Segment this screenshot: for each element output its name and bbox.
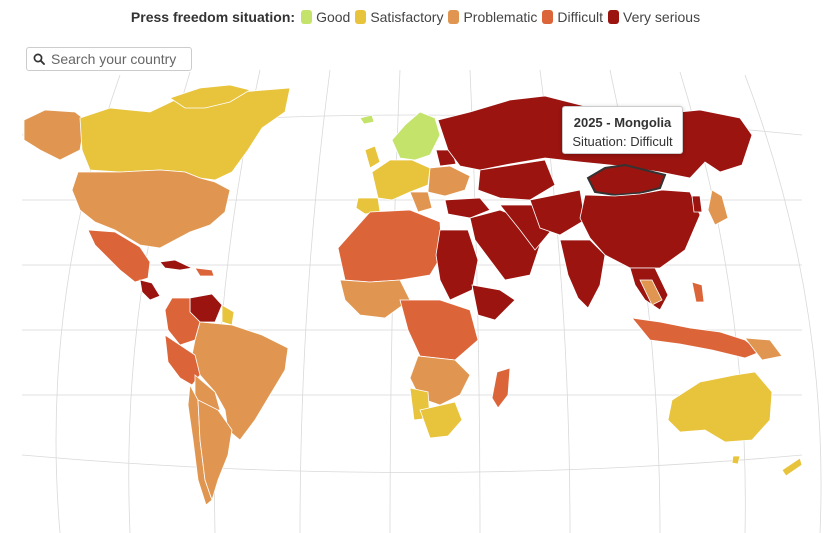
africa [337,209,516,439]
country-north-africa[interactable] [337,209,443,283]
legend-label-very-serious: Very serious [623,9,701,25]
legend-item-very-serious[interactable]: Very serious [608,9,700,25]
tooltip-situation: Situation: Difficult [572,134,673,149]
country-papua[interactable] [744,337,783,361]
country-central-africa[interactable] [399,299,479,361]
country-west-africa[interactable] [339,279,411,319]
country-india[interactable] [559,239,606,309]
country-guyana[interactable] [221,304,235,326]
country-japan[interactable] [707,189,729,226]
search-icon [33,53,45,65]
europe [355,111,471,215]
country-indonesia[interactable] [631,317,761,359]
country-balkans[interactable] [409,191,433,213]
legend: Press freedom situation: Good Satisfacto… [0,6,836,28]
country-uk[interactable] [364,145,381,169]
country-alaska-us[interactable] [23,109,86,161]
oceania [667,371,803,477]
country-search[interactable] [26,47,192,71]
legend-title: Press freedom situation: [130,9,296,25]
legend-item-difficult[interactable]: Difficult [542,9,603,25]
country-australia[interactable] [667,371,773,443]
country-western-europe[interactable] [371,159,431,201]
country-philippines[interactable] [691,281,705,303]
country-central-asia[interactable] [529,189,586,236]
country-iceland[interactable] [359,114,375,125]
tooltip-title: 2025 - Mongolia [573,115,672,130]
country-greenland[interactable] [169,84,252,109]
legend-swatch-good [301,10,313,24]
country-argentina[interactable] [197,399,233,502]
country-madagascar[interactable] [491,367,511,409]
legend-item-good[interactable]: Good [301,9,350,25]
south-america [164,293,289,506]
legend-swatch-problematic [448,10,460,24]
country-caribbean[interactable] [194,267,215,277]
legend-swatch-very-serious [608,10,620,24]
legend-label-problematic: Problematic [463,9,538,25]
search-input[interactable] [51,51,181,67]
legend-item-satisfactory[interactable]: Satisfactory [355,9,443,25]
country-cuba[interactable] [159,259,194,271]
country-egypt-sudan[interactable] [435,229,479,301]
legend-swatch-satisfactory [355,10,367,24]
country-turkey[interactable] [444,197,491,219]
legend-swatch-difficult [542,10,554,24]
country-china[interactable] [579,189,701,269]
country-thailand[interactable] [639,279,663,306]
country-scandinavia[interactable] [391,111,441,161]
legend-label-satisfactory: Satisfactory [370,9,444,25]
country-new-zealand[interactable] [781,457,803,477]
asia [437,95,783,361]
country-mongolia[interactable] [586,163,667,197]
country-eastern-europe[interactable] [427,165,471,197]
country-korea[interactable] [691,195,703,213]
legend-label-difficult: Difficult [557,9,604,25]
legend-item-problematic[interactable]: Problematic [448,9,537,25]
country-horn-africa[interactable] [471,284,516,321]
north-america [23,84,291,301]
country-usa[interactable] [71,169,231,249]
legend-label-good: Good [316,9,351,25]
country-south-africa[interactable] [419,401,463,439]
country-central-america[interactable] [139,279,161,301]
country-tasmania[interactable] [731,455,741,465]
country-tooltip: 2025 - Mongolia Situation: Difficult [562,106,683,154]
